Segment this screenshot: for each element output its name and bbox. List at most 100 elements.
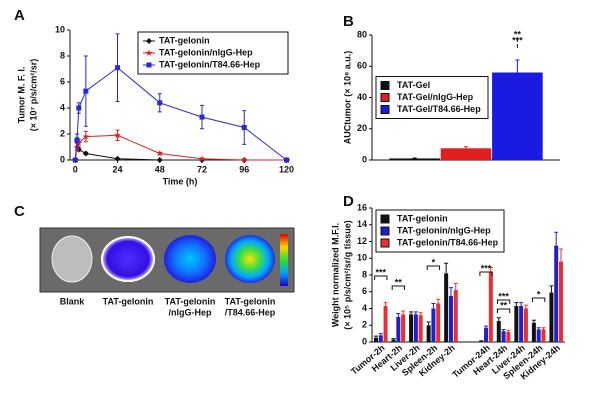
significance-label: *** [481, 263, 492, 273]
image-label: Blank [60, 296, 86, 306]
error-bar [523, 304, 528, 309]
y-tick-label: 4 [362, 303, 367, 313]
marker [82, 150, 89, 157]
x-tick-label: 120 [279, 164, 294, 174]
bar [536, 329, 541, 342]
legend-swatch [380, 93, 390, 102]
error-bar [501, 328, 506, 332]
bar [409, 314, 414, 342]
bar [448, 295, 453, 342]
line [74, 140, 287, 161]
panel-label: D [343, 193, 354, 210]
bar [541, 329, 546, 342]
significance-label: * [432, 257, 436, 267]
legend-label: TAT-gelonin/T84.66-Hep [159, 59, 261, 69]
error-bar [401, 310, 406, 315]
tissue-image [51, 235, 93, 283]
bar [444, 273, 449, 342]
series [383, 248, 564, 342]
series [378, 231, 559, 342]
bar [519, 305, 524, 342]
bar [453, 290, 458, 342]
error-bar [426, 321, 431, 326]
x-tick-label: 96 [239, 164, 249, 174]
x-tick-label: 48 [155, 164, 165, 174]
bar [484, 327, 489, 342]
y-axis-label: (× 10⁷ p/s/cm²/sr) [28, 59, 38, 132]
y-tick-label: 16 [357, 202, 367, 212]
line [74, 134, 287, 161]
significance-bracket [532, 297, 546, 302]
error-bar [396, 313, 401, 317]
legend-label: TAT-gelonin/nlgG-Hep [159, 47, 253, 57]
y-tick-label: 60 [357, 61, 367, 71]
image-label: TAT-gelonin [103, 296, 154, 306]
bar [492, 72, 543, 160]
bar [496, 321, 501, 342]
bar [506, 331, 511, 342]
bar [418, 315, 423, 342]
tissue-image [101, 236, 155, 282]
y-tick-label: 8 [60, 50, 65, 60]
error-bar [436, 298, 441, 304]
significance-bracket [391, 285, 405, 290]
legend-label: TAT-gelonin [397, 213, 448, 223]
series [373, 262, 554, 342]
significance-bracket [426, 265, 441, 270]
bar [383, 305, 388, 342]
marker [82, 133, 90, 140]
image-label: /T84.66-Hep [225, 307, 276, 317]
error-bar [444, 262, 449, 274]
y-axis-label: Weight normalized M.F.I. [330, 223, 340, 327]
error-bar [464, 146, 468, 149]
error-bar [515, 59, 520, 73]
bar [549, 292, 554, 342]
y-tick-label: 0 [362, 154, 367, 164]
y-tick-label: 40 [357, 92, 367, 102]
error-bar [519, 302, 524, 306]
significance-label: ** [395, 277, 403, 287]
tissue-image [225, 235, 275, 283]
y-tick-label: 6 [362, 286, 367, 296]
marker [283, 157, 289, 163]
bar [426, 325, 431, 342]
series [389, 157, 440, 160]
error-bar [484, 325, 489, 328]
bar [413, 314, 418, 342]
y-tick-label: 20 [357, 123, 367, 133]
bar [378, 335, 383, 342]
image-label: /nlgG-Hep [169, 307, 212, 317]
bar [396, 316, 401, 342]
series [71, 129, 290, 163]
legend-swatch [380, 105, 390, 114]
significance-label: * [537, 289, 541, 299]
y-tick-label: 8 [362, 269, 367, 279]
series [72, 137, 290, 163]
error-bar [413, 311, 418, 315]
legend: TAT-Gel TAT-Gel/nlgG-Hep TAT-Gel/T84.66-He… [375, 76, 489, 119]
marker [72, 157, 78, 163]
bar [554, 245, 559, 342]
significance-label: *** [376, 267, 387, 277]
y-tick-label: 10 [357, 253, 367, 263]
x-tick-label: 24 [113, 164, 123, 174]
image-panel: C [14, 203, 295, 293]
panel-label: C [14, 203, 25, 220]
marker [156, 157, 163, 163]
marker [146, 38, 152, 44]
y-axis-label: (× 10⁵ p/s/cm²/sr/g tissue) [342, 220, 352, 330]
error-bar [431, 302, 436, 309]
series [440, 146, 492, 160]
marker [241, 125, 247, 130]
error-bar [448, 287, 453, 296]
bar [401, 314, 406, 342]
marker [114, 155, 121, 162]
bar [373, 337, 378, 342]
error-bar [409, 311, 414, 315]
significance-bracket [479, 271, 493, 276]
marker [114, 131, 121, 139]
bar [531, 322, 536, 342]
legend-swatch [380, 238, 390, 248]
error-bar [453, 282, 458, 291]
significance-bracket [374, 275, 388, 280]
